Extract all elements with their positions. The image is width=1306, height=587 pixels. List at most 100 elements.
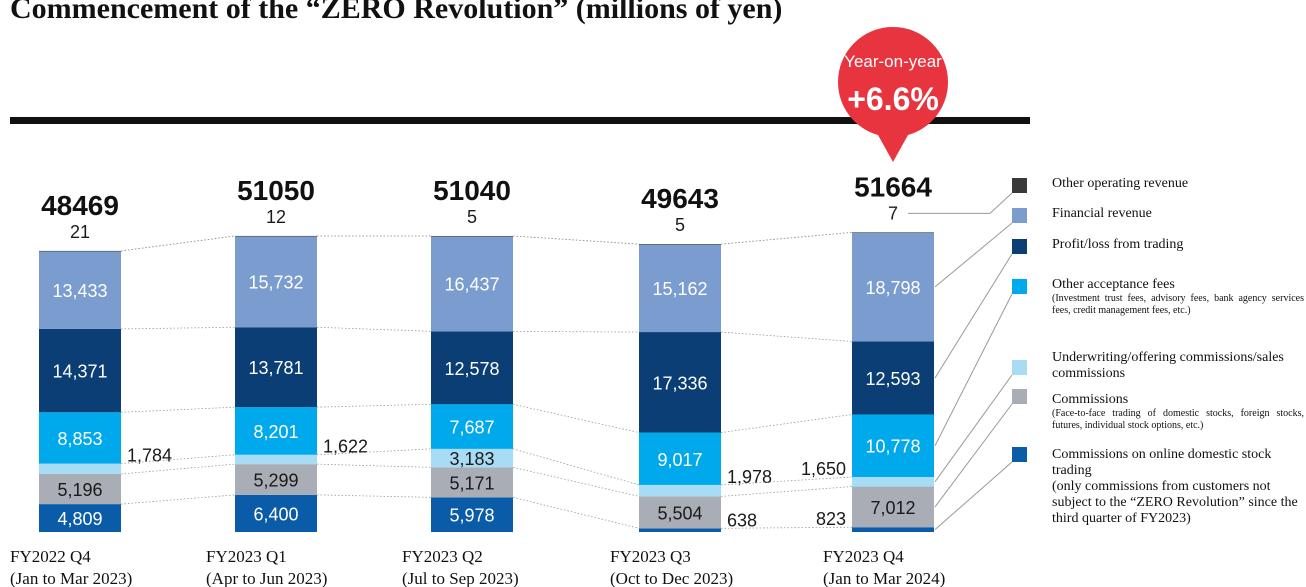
bar-segment: [235, 327, 317, 408]
bar-segment: [431, 497, 513, 532]
segment-label: 7,012: [870, 498, 915, 518]
legend-entry: Commissions (Face-to-face trading of dome…: [1052, 392, 1304, 432]
leader-line: [934, 253, 1013, 379]
badge: [837, 26, 949, 162]
connector: [316, 448, 432, 456]
legend-label: Commissions on online domestic stock tra…: [1052, 447, 1272, 478]
connector: [512, 448, 640, 486]
segment-label: 8,853: [57, 429, 102, 449]
segment-label: 17,336: [652, 373, 707, 393]
segment-label: 15,732: [248, 273, 303, 293]
legend-entry: Financial revenue: [1052, 206, 1304, 222]
x-tick-sublabel: (Oct to Dec 2023): [610, 569, 733, 587]
bar-segment: [852, 341, 934, 415]
total-label: 51050: [237, 175, 315, 206]
bar-segment: [235, 464, 317, 495]
segment-label: 5,299: [253, 471, 298, 491]
legend-swatch: [1012, 279, 1027, 294]
legend-note: (only commissions from customers not sub…: [1052, 479, 1298, 526]
segment-label: 5,504: [657, 503, 702, 523]
x-tick-label: FY2023 Q1: [206, 547, 287, 566]
legend-entry: Other acceptance fees (Investment trust f…: [1052, 277, 1304, 317]
bar-segment: [852, 414, 934, 477]
legend-label: Commissions: [1052, 392, 1129, 407]
segment-label: 21: [70, 222, 90, 242]
leader-line: [934, 403, 1013, 508]
segment-label: 5,171: [449, 473, 494, 493]
x-tick-sublabel: (Apr to Jun 2023): [206, 569, 327, 587]
segment-label: 10,778: [865, 437, 920, 457]
connector: [720, 526, 853, 529]
legend-label: Profit/loss from trading: [1052, 237, 1184, 252]
segment-label: 15,162: [652, 279, 707, 299]
legend-label: Underwriting/offering commissions/sales …: [1052, 350, 1284, 381]
connector: [512, 235, 640, 245]
segment-label: 18,798: [865, 278, 920, 298]
bar-segment: [39, 250, 121, 252]
segment-label: 1,622: [323, 437, 368, 457]
connector: [720, 232, 853, 245]
bar-segment: [39, 473, 121, 505]
segment-label: 823: [816, 509, 846, 529]
legend-label: Other acceptance fees: [1052, 277, 1175, 292]
bar-segment: [235, 454, 317, 465]
total-label: 51040: [433, 175, 511, 206]
bar-segment: [39, 463, 121, 474]
bar-segment: [235, 407, 317, 455]
bar-segment: [431, 331, 513, 405]
bar-segment: [39, 504, 121, 532]
bar-segment: [235, 494, 317, 532]
connector: [720, 231, 853, 245]
x-tick-sublabel: (Jan to Mar 2024): [823, 569, 945, 587]
bar-segment: [639, 332, 721, 433]
segment-label: 5,196: [57, 480, 102, 500]
bar-segment: [639, 528, 721, 532]
total-label: 48469: [41, 190, 119, 221]
segment-label: 7,687: [449, 418, 494, 438]
bar-segment: [431, 236, 513, 332]
segment-label: 5: [675, 215, 685, 235]
connector: [120, 454, 236, 465]
segment-label: 7: [888, 203, 898, 223]
segment-label: 3,183: [449, 449, 494, 469]
x-tick-label: FY2023 Q4: [823, 547, 904, 566]
legend-entry: Underwriting/offering commissions/sales …: [1052, 350, 1304, 382]
segment-label: 1,650: [801, 459, 846, 479]
segment-label: 16,437: [444, 275, 499, 295]
connector: [512, 403, 640, 433]
segment-label: 5,978: [449, 506, 494, 526]
legend-swatch: [1012, 447, 1027, 462]
bar-segment: [639, 496, 721, 529]
x-tick-sublabel: (Jan to Mar 2023): [10, 569, 132, 587]
legend-swatch: [1012, 360, 1027, 375]
bar-segment: [852, 486, 934, 528]
legend-swatch: [1012, 389, 1027, 404]
legend-swatch: [1012, 239, 1027, 254]
divider: [10, 117, 1030, 124]
badge-text: Year-on-year: [844, 52, 942, 71]
segment-label: 4,809: [57, 509, 102, 529]
segment-label: 8,201: [253, 422, 298, 442]
badge-value: +6.6%: [847, 81, 939, 117]
x-tick-label: FY2023 Q2: [402, 547, 483, 566]
connector: [316, 494, 432, 498]
bar-segment: [639, 484, 721, 497]
connector: [720, 331, 853, 342]
connector: [512, 330, 640, 333]
segment-label: 13,433: [52, 281, 107, 301]
legend-entry: Profit/loss from trading: [1052, 237, 1304, 253]
leader-line: [934, 293, 1013, 446]
bar-segment: [431, 448, 513, 468]
segment-label: 13,781: [248, 358, 303, 378]
bar-segment: [39, 412, 121, 464]
connector: [120, 463, 236, 475]
connector: [316, 326, 432, 332]
segment-label: 6,400: [253, 504, 298, 524]
segment-label: 12,593: [865, 369, 920, 389]
segment-label: 638: [727, 510, 757, 530]
bar-segment: [639, 244, 721, 333]
segment-label: 1,978: [727, 467, 772, 487]
segment-label: 14,371: [52, 362, 107, 382]
